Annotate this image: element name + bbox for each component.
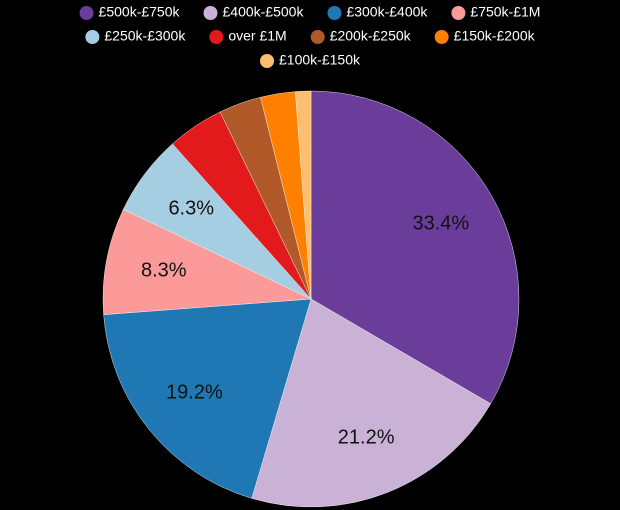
legend-item: £400k-£500k <box>203 4 305 20</box>
pie-slice <box>102 208 312 315</box>
slice-label: 33.4% <box>412 213 469 235</box>
legend-swatch <box>434 30 449 44</box>
legend-item: £300k-£400k <box>327 4 428 20</box>
pie-slice <box>251 298 491 508</box>
legend-row: £500k-£750k £400k-£500k £300k-£400k £750k-£… <box>79 4 540 20</box>
legend-swatch <box>327 6 342 20</box>
legend-label: £750k-£1M <box>470 4 540 20</box>
legend-swatch <box>310 30 325 44</box>
slice-label: 8.3% <box>141 260 187 282</box>
legend-label: £150k-£200k <box>454 28 536 44</box>
legend-item: £750k-£1M <box>451 4 540 20</box>
legend-item: over £1M <box>209 28 287 44</box>
legend-label: over £1M <box>228 28 286 44</box>
legend: £500k-£750k £400k-£500k £300k-£400k £750k-£… <box>79 4 540 68</box>
legend-item: £150k-£200k <box>434 28 536 44</box>
legend-label: £100k-£150k <box>279 52 361 68</box>
pie-slice <box>103 298 312 499</box>
slice-label: 6.3% <box>168 197 214 219</box>
slice-label: 21.2% <box>338 427 395 449</box>
legend-label: £500k-£750k <box>99 4 181 20</box>
legend-row: £250k-£300k over £1M £200k-£250k £150k-£200… <box>85 28 536 44</box>
legend-label: £400k-£500k <box>223 4 305 20</box>
legend-swatch <box>203 6 218 20</box>
legend-item: £100k-£150k <box>260 52 361 68</box>
pie-slice <box>295 90 312 300</box>
legend-swatch <box>79 6 94 20</box>
legend-label: £200k-£250k <box>330 28 412 44</box>
legend-swatch <box>209 30 224 44</box>
legend-swatch <box>85 30 100 44</box>
legend-swatch <box>451 6 466 20</box>
pie-slice <box>310 90 520 405</box>
legend-label: £250k-£300k <box>104 28 186 44</box>
legend-swatch <box>260 54 275 68</box>
legend-item: £500k-£750k <box>79 4 181 20</box>
slice-label: 19.2% <box>166 381 223 403</box>
legend-item: £250k-£300k <box>85 28 186 44</box>
legend-label: £300k-£400k <box>346 4 428 20</box>
legend-row: £100k-£150k <box>260 52 361 68</box>
legend-item: £200k-£250k <box>310 28 412 44</box>
